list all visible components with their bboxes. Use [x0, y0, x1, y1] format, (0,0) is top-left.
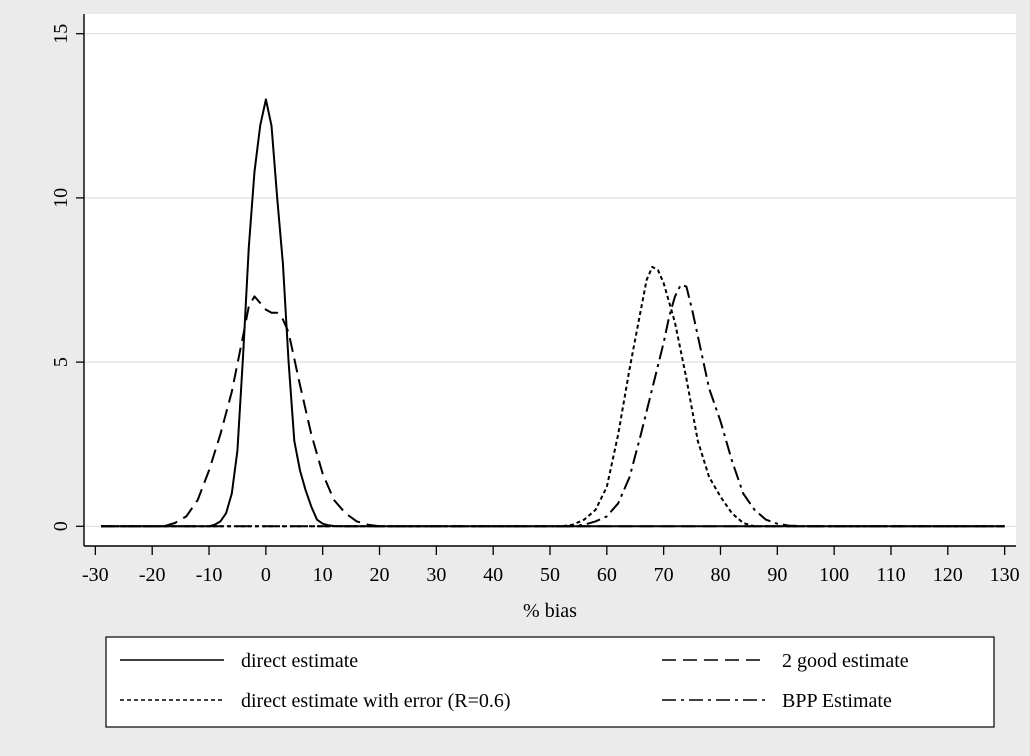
legend-item-direct-estimate: direct estimate [120, 650, 358, 672]
x-tick-label-50: 50 [540, 564, 560, 586]
x-tick-label-10: 10 [313, 564, 333, 586]
y-tick-label-15: 15 [50, 24, 72, 44]
x-tick-label-60: 60 [597, 564, 617, 586]
legend-item-2-good-estimate: 2 good estimate [662, 650, 909, 672]
x-axis-label: % bias [523, 600, 577, 622]
x-tick-label-30: 30 [426, 564, 446, 586]
y-ticks: 0 5 10 15 [50, 24, 84, 531]
x-tick-label-40: 40 [483, 564, 503, 586]
x-tick-label-80: 80 [710, 564, 730, 586]
legend-item-bpp-estimate: BPP Estimate [662, 690, 892, 712]
x-tick-label-100: 100 [819, 564, 849, 586]
series-layer [101, 98, 1005, 528]
series-line-2-good-estimate [101, 295, 1005, 528]
series-line-direct-estimate-with-error-r-0-6 [101, 265, 1005, 528]
legend-item-direct-estimate-with-error: direct estimate with error (R=0.6) [120, 690, 511, 712]
x-tick-label-130: 130 [990, 564, 1020, 586]
x-ticks: -30 -20 -10 0 10 20 30 40 50 60 70 80 90 100 110 120 130 [82, 546, 1020, 586]
x-tick-label-20: -20 [139, 564, 166, 586]
x-tick-label-30: -30 [82, 564, 109, 586]
x-tick-label-0: 0 [261, 564, 271, 586]
x-tick-label-120: 120 [933, 564, 963, 586]
x-tick-label-10: -10 [196, 564, 223, 586]
legend-label-2-good-estimate: 2 good estimate [782, 650, 909, 672]
x-tick-label-20: 20 [370, 564, 390, 586]
x-tick-label-70: 70 [654, 564, 674, 586]
series-line-bpp-estimate [101, 283, 1005, 528]
legend-label-direct-estimate: direct estimate [241, 650, 358, 672]
y-tick-label-10: 10 [50, 188, 72, 208]
series-line-direct-estimate [101, 98, 1005, 528]
y-tick-label-0: 0 [50, 521, 72, 531]
legend: direct estimate 2 good estimate direct e… [105, 636, 995, 728]
legend-box [105, 636, 995, 728]
x-tick-label-90: 90 [767, 564, 787, 586]
y-tick-label-5: 5 [50, 357, 72, 367]
legend-label-direct-estimate-with-error: direct estimate with error (R=0.6) [241, 690, 511, 712]
legend-label-bpp-estimate: BPP Estimate [782, 690, 892, 712]
x-tick-label-110: 110 [876, 564, 905, 586]
plot-area-background [84, 14, 1016, 546]
